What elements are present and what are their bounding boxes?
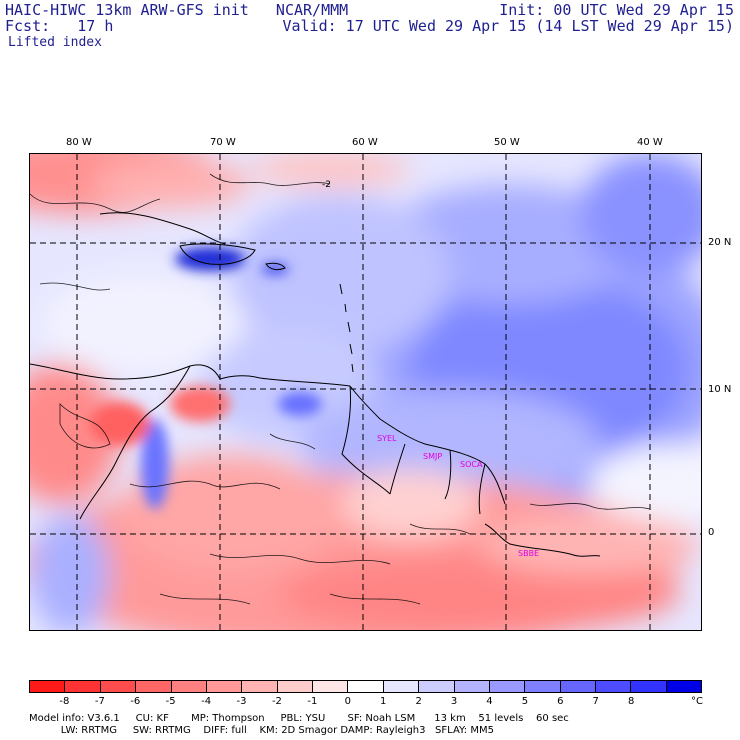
colorbar-label: -7	[94, 696, 105, 707]
colorbar-swatch	[170, 681, 206, 692]
valid-time: Valid: 17 UTC Wed 29 Apr 15 (14 LST Wed …	[282, 17, 734, 35]
init-time: Init: 00 UTC Wed 29 Apr 15	[499, 1, 734, 19]
colorbar-label: 7	[592, 696, 599, 707]
graticule	[30, 154, 701, 630]
colorbar-label: -5	[165, 696, 176, 707]
lon-label-70w: 70 W	[210, 137, 236, 148]
lat-label-0: 0	[708, 527, 715, 538]
colorbar-label: 4	[486, 696, 493, 707]
model-info-line1: Model info: V3.6.1 CU: KF MP: Thompson P…	[29, 713, 569, 724]
colorbar-label: 0	[344, 696, 351, 707]
colorbar	[29, 680, 702, 693]
colorbar-label: 6	[557, 696, 564, 707]
forecast-hour: Fcst: 17 h	[5, 17, 114, 35]
colorbar-swatch	[135, 681, 171, 692]
region-label-sbbe: SBBE	[518, 549, 539, 558]
lon-label-80w: 80 W	[66, 137, 92, 148]
colorbar-label: -1	[307, 696, 318, 707]
colorbar-label: -2	[271, 696, 282, 707]
colorbar-swatch	[595, 681, 631, 692]
colorbar-label: -8	[59, 696, 70, 707]
field-name: Lifted index	[8, 35, 102, 50]
colorbar-swatch	[64, 681, 100, 692]
colorbar-swatch	[524, 681, 560, 692]
colorbar-swatch	[99, 681, 136, 692]
colorbar-swatch	[559, 681, 595, 692]
colorbar-swatch	[312, 681, 348, 692]
lat-label-20n: 20 N	[708, 237, 732, 248]
contour-value-label: -2	[322, 180, 331, 190]
colorbar-label: -4	[201, 696, 212, 707]
colorbar-swatch	[382, 681, 419, 692]
region-label-smjp: SMJP	[423, 452, 442, 461]
colorbar-swatch	[241, 681, 277, 692]
colorbar-label: -3	[236, 696, 247, 707]
colorbar-label: 2	[415, 696, 422, 707]
colorbar-label: 8	[627, 696, 635, 707]
lon-label-60w: 60 W	[352, 137, 378, 148]
colorbar-swatch	[665, 681, 702, 692]
coastlines	[30, 212, 601, 557]
colorbar-swatch	[276, 681, 312, 692]
colorbar-swatch	[205, 681, 242, 692]
region-label-soca: SOCA	[460, 460, 483, 469]
shading-fields	[30, 154, 701, 630]
model-title: HAIC-HIWC 13km ARW-GFS init NCAR/MMM	[5, 1, 349, 19]
colorbar-unit: °C	[691, 696, 703, 707]
lon-label-50w: 50 W	[494, 137, 520, 148]
colorbar-label: 1	[380, 696, 387, 707]
colorbar-label: 5	[521, 696, 529, 707]
colorbar-swatch	[630, 681, 666, 692]
colorbar-swatch	[488, 681, 525, 692]
lat-label-10n: 10 N	[708, 384, 732, 395]
colorbar-swatch	[453, 681, 489, 692]
colorbar-swatch	[30, 681, 65, 692]
colorbar-swatch	[347, 681, 383, 692]
colorbar-label: 3	[450, 696, 458, 707]
colorbar-label: -6	[130, 696, 141, 707]
colorbar-swatch	[418, 681, 454, 692]
lifted-index-map: -2 SYEL SMJP SOCA SBBE	[29, 153, 702, 631]
region-label-syel: SYEL	[377, 434, 397, 443]
lon-label-40w: 40 W	[637, 137, 663, 148]
model-info-line2: LW: RRTMG SW: RRTMG DIFF: full KM: 2D Sm…	[29, 725, 494, 736]
contour-lines	[30, 173, 651, 605]
